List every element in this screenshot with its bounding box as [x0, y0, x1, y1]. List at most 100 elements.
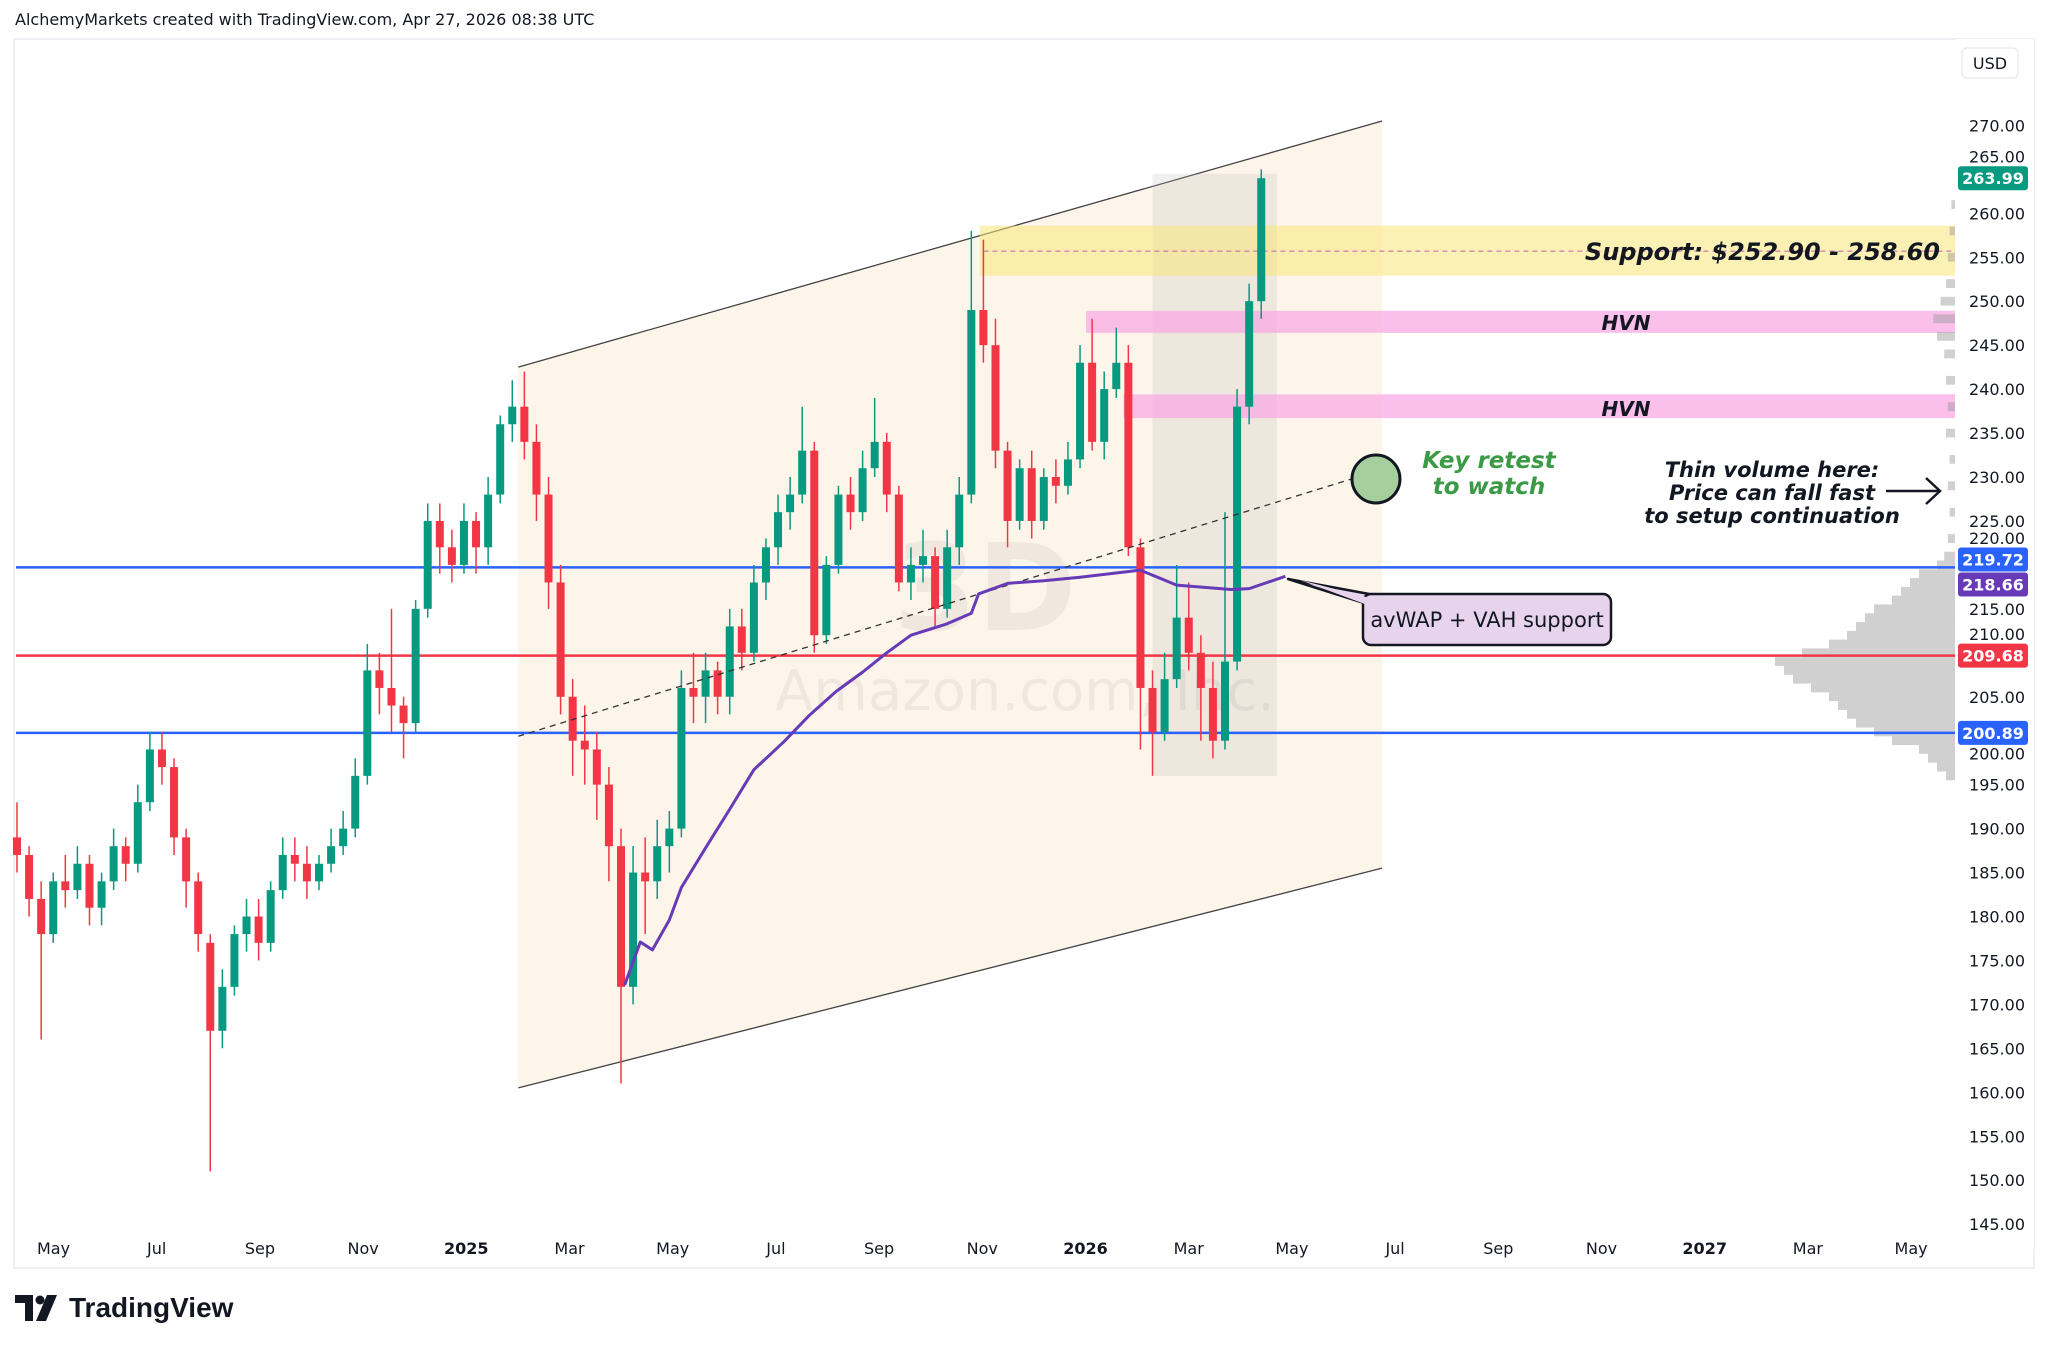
candle-body	[302, 863, 311, 882]
thin-volume-line3: to setup continuation	[1644, 504, 1900, 528]
candle	[761, 538, 770, 601]
candle	[834, 485, 843, 574]
hvn-label-1: HVN	[1602, 311, 1651, 335]
candle-body	[749, 582, 758, 653]
candle-body	[315, 863, 323, 882]
candle	[1196, 635, 1205, 741]
avwap-callout[interactable]: avWAP + VAH support	[1286, 577, 1613, 647]
candle-body	[230, 934, 239, 987]
candle-body	[834, 494, 843, 565]
support-label: Support: $252.90 - 258.60	[1585, 238, 1940, 266]
volume-profile-bar	[1865, 613, 1955, 623]
candle	[1257, 169, 1266, 319]
callout-box	[1361, 592, 1613, 647]
candle-body	[979, 309, 988, 346]
avwap-line[interactable]	[623, 568, 1286, 986]
candle	[49, 872, 58, 943]
candle	[351, 758, 360, 838]
candle-body	[1015, 468, 1024, 521]
candle	[121, 837, 130, 882]
currency-label: USD	[1973, 54, 2007, 73]
candle-body	[532, 441, 541, 495]
candle-body	[1100, 389, 1109, 442]
horizontal-levels[interactable]	[16, 566, 1955, 735]
candle-body	[737, 626, 746, 653]
candle	[230, 925, 239, 996]
time-tick-label: Nov	[1586, 1239, 1617, 1258]
candle	[882, 433, 891, 513]
candle-body	[459, 520, 468, 565]
candle-body	[991, 345, 1000, 451]
candle	[109, 828, 118, 891]
volume-profile-bar	[1784, 665, 1955, 675]
time-axis[interactable]: May Jul Sep Nov 2025 Mar May Jul Sep Nov 2026 Mar Ma…	[37, 1239, 1928, 1258]
channel-upper-line[interactable]	[518, 120, 1383, 368]
candle-body	[798, 450, 807, 495]
candle-body	[290, 854, 299, 864]
candle-body	[1184, 617, 1193, 653]
price-tick-label: 270.00	[1969, 116, 2025, 135]
candle	[617, 828, 625, 1084]
price-tick-label: 200.00	[1969, 745, 2025, 764]
currency-button[interactable]: USD	[1961, 47, 2019, 79]
candle	[786, 477, 795, 530]
candle	[665, 811, 674, 873]
time-tick-label: 2025	[444, 1239, 489, 1258]
chart-attribution: AlchemyMarkets created with TradingView.…	[15, 10, 595, 29]
volume-profile-bar	[1947, 481, 1955, 491]
candle	[242, 898, 251, 952]
watermark-name: Amazon.com, Inc.	[775, 659, 1275, 724]
candle-body	[629, 872, 638, 987]
candle	[157, 731, 166, 785]
volume-profile-bar	[1947, 534, 1955, 543]
candle	[725, 608, 734, 715]
candle	[1063, 441, 1072, 495]
candle	[447, 529, 456, 583]
candle-body	[411, 608, 420, 724]
volume-profile-bar	[1944, 551, 1955, 561]
candle-body	[967, 309, 976, 495]
candle	[906, 547, 915, 601]
price-axis[interactable]: 270.00 265.00 260.00 255.00 250.00 245.00 240.…	[1956, 39, 2034, 1249]
candle-body	[786, 494, 795, 513]
time-tick-label: Jul	[146, 1239, 166, 1258]
volume-profile-bar	[1946, 428, 1955, 438]
price-tick-label: 160.00	[1969, 1083, 2025, 1102]
hvn-zone[interactable]	[1123, 394, 1955, 419]
candle-body	[1124, 362, 1133, 548]
channel-lower-line[interactable]	[518, 867, 1383, 1089]
volume-profile-bar	[1937, 560, 1955, 570]
price-label-218.66: 218.66	[1962, 576, 2024, 595]
candle	[375, 652, 384, 715]
volume-profile-bar	[1829, 639, 1955, 649]
candle	[1039, 468, 1048, 530]
drawings-front	[518, 476, 1359, 986]
candle	[858, 450, 867, 521]
candle-body	[943, 547, 952, 609]
candle-body	[327, 846, 336, 864]
price-tick-label: 260.00	[1969, 204, 2025, 223]
support-zone[interactable]	[979, 225, 1955, 276]
price-tick-label: 155.00	[1969, 1127, 2025, 1146]
candle	[1100, 371, 1109, 460]
thin-volume-line2: Price can fall fast	[1669, 481, 1876, 505]
candle-body	[170, 767, 179, 838]
channel-midline[interactable]	[518, 476, 1359, 737]
volume-profile-bar	[1892, 736, 1955, 746]
candle-body	[556, 582, 565, 697]
callout-text: avWAP + VAH support	[1370, 608, 1603, 632]
volume-profile-bar	[1847, 630, 1955, 640]
key-retest-circle[interactable]	[1350, 453, 1402, 505]
volume-profile-bar	[1928, 753, 1955, 763]
price-tick-label: 250.00	[1969, 292, 2025, 311]
candles	[13, 169, 1266, 1172]
candle	[810, 441, 819, 653]
hvn-zone[interactable]	[1086, 310, 1955, 333]
time-tick-label: Sep	[245, 1239, 275, 1258]
time-tick-label: May	[656, 1239, 689, 1258]
tradingview-logo[interactable]: TradingView	[15, 1292, 233, 1324]
candle	[1124, 345, 1133, 557]
candle	[508, 380, 517, 442]
candle	[254, 898, 263, 961]
